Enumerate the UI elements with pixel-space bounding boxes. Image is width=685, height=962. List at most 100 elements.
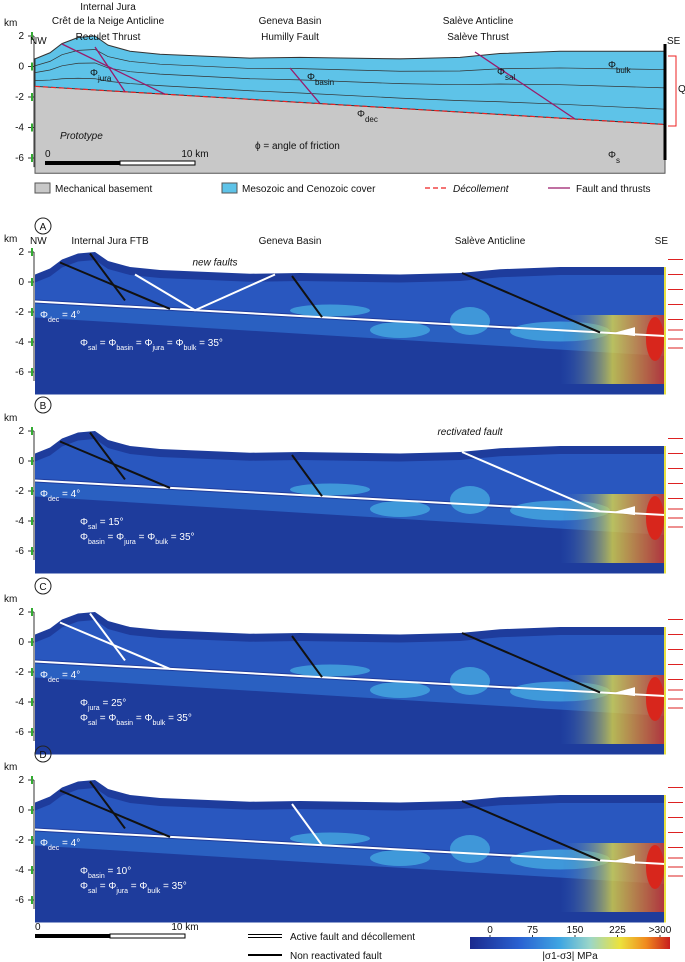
colorbar-tick-label: 0 xyxy=(487,925,493,936)
stress-band xyxy=(35,788,665,862)
parameter-line: Φdec = 4° xyxy=(40,489,80,503)
subscript: basin xyxy=(116,345,133,352)
fault-name: Humilly Fault xyxy=(261,32,319,43)
y-tick-label: 2 xyxy=(18,607,24,618)
layer xyxy=(34,77,666,110)
stress-band xyxy=(35,303,665,356)
structure-name: Crêt de la Neige Anticline xyxy=(52,16,165,27)
panel-letter-ring xyxy=(34,217,52,235)
stress-patch xyxy=(290,483,370,496)
text-part: = 35° xyxy=(165,713,192,724)
y-tick-label: -2 xyxy=(15,835,24,846)
load-label: Q xyxy=(678,84,685,95)
stress-patch xyxy=(290,664,370,677)
stress-peak xyxy=(646,845,664,889)
legend-label: Active fault and décollement xyxy=(290,932,415,943)
fault xyxy=(291,635,323,678)
decollement xyxy=(34,300,666,337)
layer xyxy=(34,62,666,89)
text-part: Φ xyxy=(80,338,88,349)
decollement xyxy=(34,479,666,516)
legend-swatch xyxy=(34,182,51,194)
y-tick-label: 2 xyxy=(18,31,24,42)
fault xyxy=(289,67,321,104)
subscript: dec xyxy=(48,496,60,503)
phi: Φ xyxy=(497,67,505,78)
parameter-line: Φbasin = 10° xyxy=(80,866,131,880)
subscript: basin xyxy=(315,78,334,87)
text-part: = xyxy=(105,532,116,543)
subscript: jura xyxy=(151,345,164,352)
panel-letter-ring xyxy=(34,577,52,595)
stress-band xyxy=(35,620,665,694)
y-tick-label: -2 xyxy=(15,667,24,678)
phi-label: Φsal xyxy=(497,67,515,82)
legend-label: Décollement xyxy=(453,184,510,195)
text-part: = xyxy=(133,713,144,724)
text-part: Φ xyxy=(147,532,155,543)
text-part: Φ xyxy=(80,532,88,543)
subscript: basin xyxy=(88,539,105,546)
text-part: Φ xyxy=(80,517,88,528)
y-tick-label: -4 xyxy=(15,337,24,348)
colorbar-label: |σ1-σ3| MPa xyxy=(542,951,598,962)
fault xyxy=(461,800,601,862)
subscript: sal xyxy=(88,524,97,531)
decollement xyxy=(34,660,666,697)
text-part: = 4° xyxy=(59,838,80,849)
fault xyxy=(94,46,126,93)
structure-name: Geneva Basin xyxy=(259,16,322,27)
new-fault xyxy=(134,273,276,312)
fault xyxy=(89,780,126,830)
nw-label: NW xyxy=(30,36,47,47)
y-tick-label: -2 xyxy=(15,92,24,103)
fault xyxy=(461,632,601,694)
text-part: = 35° xyxy=(196,338,223,349)
slip-arrow xyxy=(613,327,635,337)
legend-swatch xyxy=(221,182,238,194)
text-part: = 15° xyxy=(97,517,124,528)
scale-label: 10 km xyxy=(181,149,208,160)
colorbar xyxy=(470,937,670,949)
section-label: NW xyxy=(30,236,47,247)
subscript: bulk xyxy=(155,539,168,546)
y-tick-label: -6 xyxy=(15,153,24,164)
panel-letter: C xyxy=(39,582,46,593)
parameter-line: Φsal = Φbasin = Φbulk = 35° xyxy=(80,713,192,727)
text-part: = 4° xyxy=(59,310,80,321)
phi-label: Φjura xyxy=(90,68,112,83)
phi: Φ xyxy=(90,68,98,79)
scale-bar xyxy=(35,934,110,938)
slip-arrow xyxy=(613,506,635,516)
slip-arrow xyxy=(613,855,635,865)
colorbar-tick-label: >300 xyxy=(649,925,672,936)
stress-band xyxy=(35,260,665,334)
y-tick-label: -4 xyxy=(15,865,24,876)
phi: Φ xyxy=(307,72,315,83)
colorbar-tick-label: 150 xyxy=(567,925,584,936)
load-bracket xyxy=(668,55,677,127)
phi: Φ xyxy=(357,109,365,120)
fault xyxy=(291,275,323,318)
scale-bar xyxy=(119,160,196,166)
colorbar-tick-label: 75 xyxy=(527,925,539,936)
panel-letter-ring xyxy=(34,745,52,763)
y-tick-label: 0 xyxy=(18,637,24,648)
text-part: Φ xyxy=(108,713,116,724)
subscript: dec xyxy=(365,115,378,124)
fault xyxy=(461,451,601,513)
subscript: sal xyxy=(88,720,97,727)
section-label: Salève Anticline xyxy=(455,236,526,247)
y-tick-label: -2 xyxy=(15,486,24,497)
subscript: bulk xyxy=(184,345,197,352)
text-part: = 4° xyxy=(59,670,80,681)
y-tick-label: -6 xyxy=(15,367,24,378)
slip-arrow xyxy=(613,687,635,697)
scale-bar xyxy=(109,933,186,939)
parameter-line: Φsal = Φjura = Φbulk = 35° xyxy=(80,881,187,895)
subscript: dec xyxy=(48,677,60,684)
phi-note: ϕ = angle of friction xyxy=(255,141,340,152)
text-part: Φ xyxy=(80,866,88,877)
subscript: jura xyxy=(97,74,112,83)
text-part: Φ xyxy=(144,338,152,349)
